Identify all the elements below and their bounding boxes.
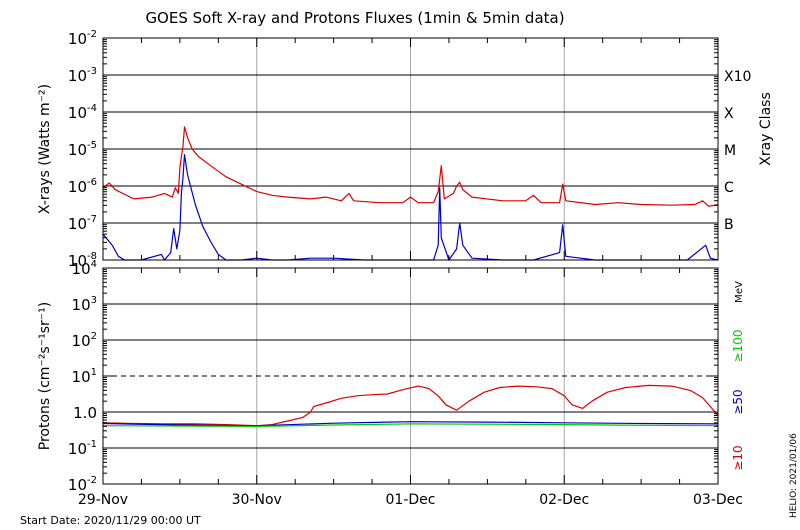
- x-tick-label: 29-Nov: [78, 492, 128, 508]
- xray-class-label: M: [724, 143, 736, 159]
- xray-class-label: X10: [724, 69, 751, 85]
- series-line: [102, 154, 719, 261]
- y-tick-label: 102: [72, 331, 97, 350]
- y-tick-label: 10-1: [68, 439, 97, 458]
- y-tick-label: 101: [72, 367, 97, 386]
- xray-class-label: X: [724, 106, 734, 122]
- y-tick-label: 10-7: [68, 214, 97, 233]
- plot-panels: 10-8 10-7 10-6 10-5 10-4 10-3 10-2 X-rays (Watt…: [37, 29, 774, 508]
- xray-class-label: B: [724, 217, 734, 233]
- energy-legend-label: ≥10: [731, 445, 745, 470]
- right-axis-title: Xray Class: [758, 92, 774, 166]
- y-tick-label: 104: [72, 259, 97, 278]
- y-tick-label: 10-6: [68, 177, 97, 196]
- y-tick-label: 10-2: [68, 475, 97, 494]
- energy-legend-label: ≥100: [731, 330, 745, 363]
- footer-start-date: Start Date: 2020/11/29 00:00 UT: [20, 514, 201, 527]
- series-line: [102, 421, 719, 427]
- chart-title: GOES Soft X-ray and Protons Fluxes (1min…: [145, 9, 564, 27]
- y-tick-label: 10-3: [68, 66, 97, 85]
- x-tick-label: 01-Dec: [386, 492, 436, 508]
- series-line: [102, 423, 719, 427]
- y-tick-label: 1.0: [73, 404, 97, 422]
- y-axis-label: X-rays (Watts m⁻²): [37, 84, 53, 214]
- footer-credit: HELIO: 2021/01/06: [789, 433, 799, 518]
- series-line: [102, 126, 719, 207]
- series-line: [102, 384, 719, 427]
- xray-class-label: C: [724, 180, 734, 196]
- energy-unit-label: MeV: [734, 281, 745, 303]
- x-tick-label: 02-Dec: [539, 492, 589, 508]
- x-tick-label: 03-Dec: [693, 492, 743, 508]
- energy-legend-label: ≥50: [731, 389, 745, 414]
- y-tick-label: 10-4: [68, 103, 97, 122]
- y-tick-label: 10-8: [68, 251, 97, 270]
- y-tick-label: 10-5: [68, 140, 97, 159]
- y-axis-label: Protons (cm⁻²s⁻¹sr⁻¹): [37, 302, 53, 451]
- x-tick-label: 30-Nov: [232, 492, 282, 508]
- y-tick-label: 103: [72, 295, 97, 314]
- y-tick-label: 10-2: [68, 29, 97, 48]
